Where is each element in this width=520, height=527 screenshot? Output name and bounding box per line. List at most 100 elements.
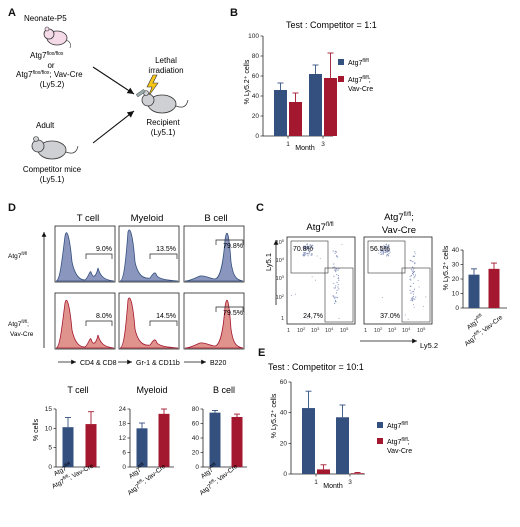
- flow-dot: [409, 259, 411, 261]
- flow-dot: [337, 283, 339, 286]
- flow-dot: [412, 282, 415, 285]
- hist-ko-tcell-pct: 8.0%: [96, 313, 112, 320]
- y-tick-label: 60: [280, 379, 288, 386]
- legend-b-ko-2: Vav-Cre: [348, 86, 373, 93]
- flow-dot: [380, 245, 382, 247]
- y-tick-label: 0: [195, 464, 199, 471]
- flow-dot: [385, 249, 387, 251]
- flow-dot: [387, 245, 389, 247]
- flow-dot: [336, 274, 338, 276]
- flow-dot: [386, 250, 388, 252]
- dots-c-wt: [291, 243, 343, 320]
- y-tick-label: 80: [192, 406, 200, 413]
- flow-dot: [407, 318, 409, 320]
- bar-b-ko-1: [289, 102, 302, 136]
- flow-dot: [412, 295, 414, 298]
- flow-dot: [336, 296, 339, 299]
- flow-c-dotplot-wt: 70.8% 24.7%: [286, 236, 356, 325]
- svg-text:102: 102: [374, 326, 383, 334]
- flow-dot: [312, 244, 314, 246]
- chart-b: 0 20 40 60 80 100 1 3: [248, 33, 337, 148]
- x-tick-label: 1: [314, 479, 318, 486]
- flow-dot: [410, 279, 412, 281]
- donor-or: or: [47, 61, 54, 70]
- flow-dot: [304, 252, 306, 254]
- flow-dot: [409, 278, 411, 280]
- flow-dot: [422, 305, 424, 307]
- y-tick-label: 18: [119, 421, 127, 428]
- flow-dot: [382, 253, 384, 255]
- legend-e-wt: Atg7fl/fl: [387, 421, 408, 430]
- irradiation-label-2: irradiation: [148, 66, 183, 75]
- flow-dot: [385, 251, 387, 253]
- x-tick-label: 1: [286, 141, 290, 148]
- col-myeloid: Myeloid: [131, 213, 164, 224]
- flow-dot: [397, 313, 399, 315]
- panel-e-label: E: [258, 347, 265, 359]
- bar-t-title: T cell: [67, 385, 88, 395]
- hist-ko-myeloid-pct: 14.5%: [156, 313, 176, 320]
- flow-dot: [308, 251, 311, 253]
- flow-dot: [384, 251, 386, 253]
- bar-d-b-wt: [209, 412, 221, 467]
- hist-wt-myeloid-pct: 13.5%: [156, 246, 176, 253]
- svg-text:102: 102: [297, 326, 306, 334]
- flow-dot: [304, 248, 306, 250]
- flow-dot: [338, 268, 340, 270]
- flow-dot: [389, 251, 391, 253]
- y-tick-label: 40: [452, 247, 460, 254]
- flow-dot: [307, 317, 309, 319]
- arrow-competitor: [92, 110, 135, 144]
- flow-dot: [383, 245, 385, 247]
- flow-dot: [303, 245, 305, 247]
- flow-dot: [413, 270, 416, 273]
- y-tick-label: 0: [283, 471, 287, 478]
- flow-c-ko-q1: 56.5%: [370, 246, 390, 253]
- flow-dot: [311, 247, 314, 249]
- bar-b-ko-3: [324, 78, 337, 136]
- flow-dot: [410, 274, 412, 277]
- hist-ko-bcell: 79.5%: [183, 292, 245, 350]
- recipient-ly51: (Ly5.1): [151, 128, 176, 137]
- svg-text:102: 102: [276, 293, 285, 301]
- flow-dot: [295, 293, 297, 295]
- flow-c-title-ko-2: Vav-Cre: [382, 225, 416, 236]
- bar-c-ko: [488, 268, 500, 308]
- adult-label: Adult: [36, 121, 55, 130]
- irradiation-label-1: Lethal: [155, 56, 177, 65]
- flow-dot: [379, 248, 381, 250]
- flow-dot: [338, 288, 340, 290]
- flow-dot: [334, 250, 336, 252]
- flow-dot: [413, 306, 415, 308]
- flow-dot: [411, 297, 413, 299]
- flow-dot: [413, 277, 415, 279]
- legend-e-ko-swatch: [377, 438, 383, 444]
- bar-e-ko-1: [317, 469, 330, 474]
- flow-dot: [319, 257, 321, 259]
- flow-dot: [385, 246, 387, 248]
- flow-c-xlabel: Ly5.2: [420, 341, 438, 350]
- row-wt: Atg7fl/fl: [8, 251, 27, 260]
- flow-dot: [338, 317, 340, 319]
- hist-ko-myeloid: 14.5%: [118, 292, 180, 350]
- flow-dot: [388, 244, 390, 246]
- hist-wt-tcell: 9.0%: [54, 225, 116, 283]
- flow-dot: [410, 292, 412, 294]
- y-tick-label: 12: [119, 435, 127, 442]
- y-tick-label: 60: [252, 73, 260, 80]
- y-tick-label: 5: [48, 445, 52, 452]
- bar-e-wt-3: [336, 417, 349, 474]
- panel-b-title: Test : Competitor = 1:1: [286, 20, 377, 30]
- flow-dot: [417, 279, 419, 281]
- flow-dot: [334, 287, 337, 289]
- legend-e-ko-1: Atg7fl/fl;: [387, 437, 410, 446]
- flow-dot: [409, 289, 411, 291]
- neonate-mouse-icon: [43, 26, 71, 49]
- svg-text:103: 103: [388, 326, 397, 334]
- flow-dot: [291, 294, 293, 296]
- gate-c-wt-ly52: [324, 267, 354, 323]
- flow-c-ylabel: Ly5.1: [264, 253, 273, 271]
- panel-c-label: C: [256, 202, 264, 214]
- flow-dot: [335, 269, 337, 272]
- flow-dot: [381, 249, 383, 251]
